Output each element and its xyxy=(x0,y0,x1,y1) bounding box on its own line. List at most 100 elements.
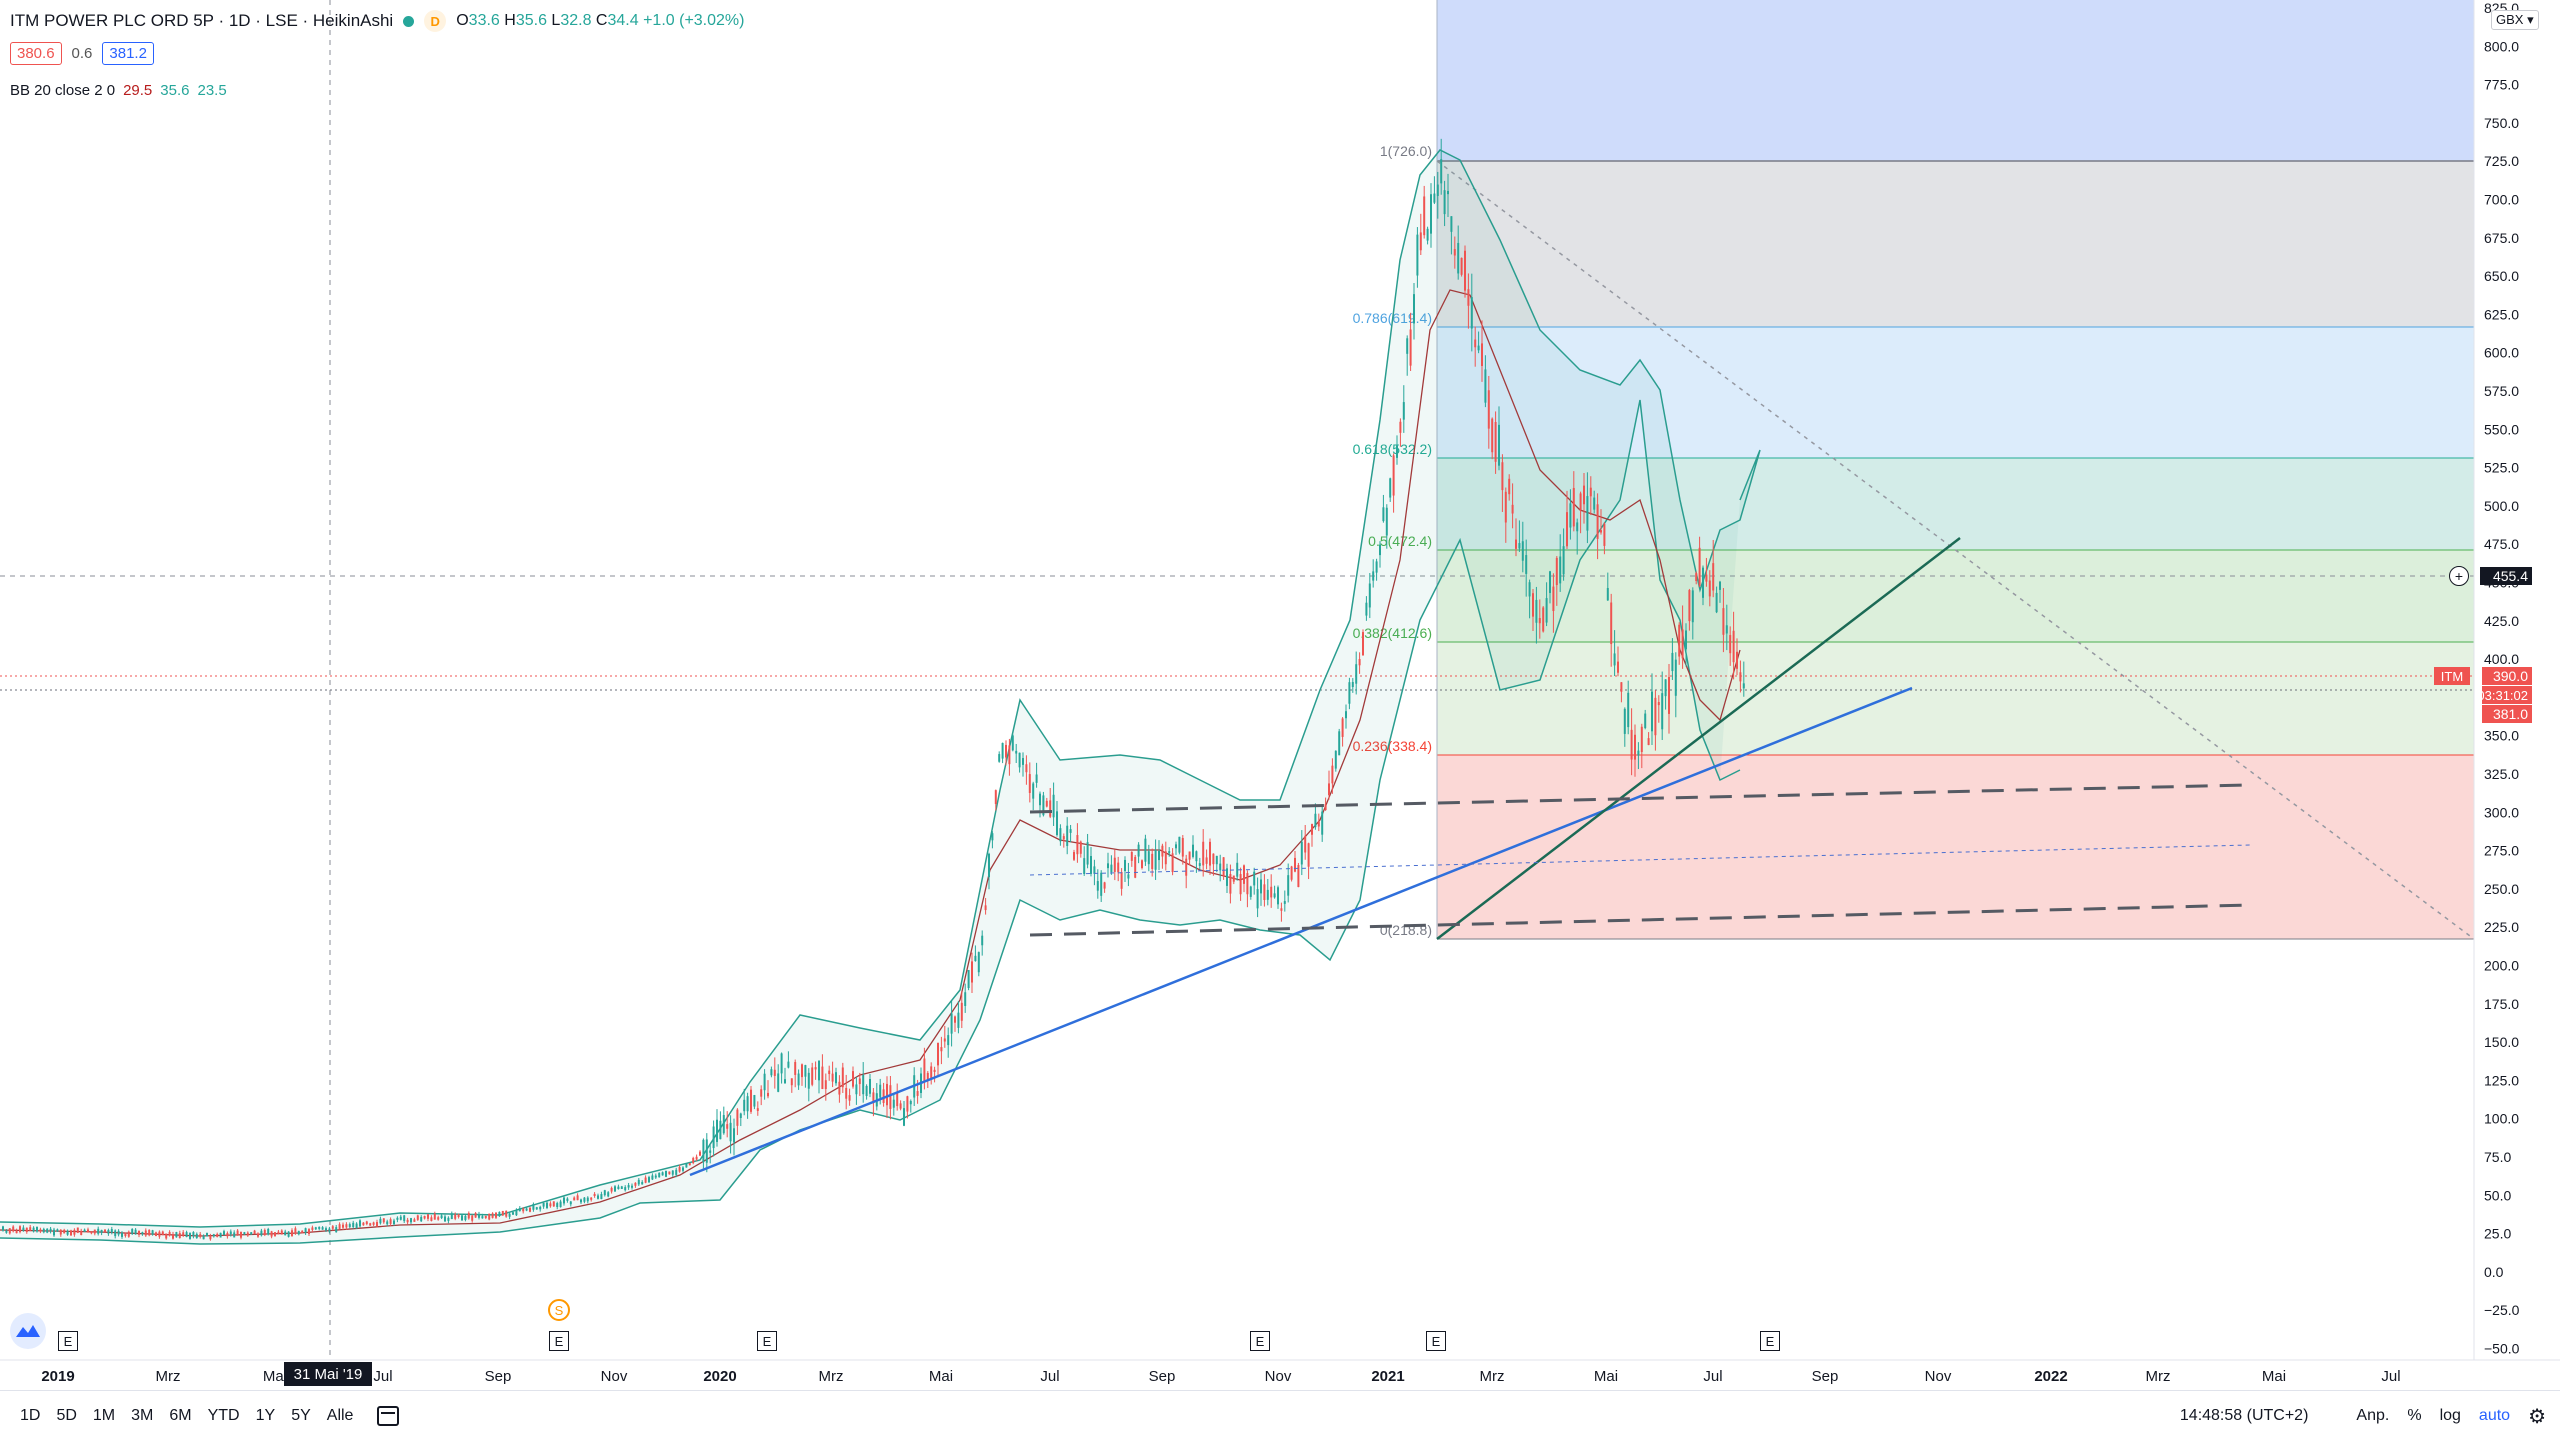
earnings-event-icon[interactable]: E xyxy=(1760,1331,1780,1351)
price-axis-label: 650.0 xyxy=(2484,268,2519,284)
time-axis-label: Nov xyxy=(1925,1368,1952,1385)
time-axis[interactable]: 2019 Mrz Mai Jul Sep Nov 2020 Mrz Mai Jul Sep Nov 20… xyxy=(41,1368,2400,1385)
bottom-right-controls: 14:48:58 (UTC+2) Anp. % log auto ⚙ xyxy=(2180,1391,2560,1440)
price-axis-label: 100.0 xyxy=(2484,1111,2519,1127)
range-all[interactable]: Alle xyxy=(326,1406,354,1424)
range-5y[interactable]: 5Y xyxy=(291,1406,311,1424)
price-axis-label: 200.0 xyxy=(2484,958,2519,974)
range-3m[interactable]: 3M xyxy=(131,1406,154,1424)
bb-lower-line xyxy=(0,399,1741,1245)
time-axis-label: 2019 xyxy=(41,1368,74,1385)
delayed-data-badge[interactable]: D xyxy=(424,10,447,32)
time-axis-label: Jul xyxy=(1040,1368,1059,1385)
fib-trend-line[interactable] xyxy=(1436,160,2475,940)
fib-zone-1-786 xyxy=(1437,161,2474,327)
earnings-event-icon[interactable]: E xyxy=(58,1331,78,1351)
bb-lower-value: 23.5 xyxy=(197,82,227,99)
bb-indicator-name[interactable]: BB 20 close 2 0 xyxy=(10,82,116,99)
time-axis-label: 2022 xyxy=(2034,1368,2067,1385)
time-axis-label: 2021 xyxy=(1371,1368,1404,1385)
settings-gear-icon[interactable]: ⚙ xyxy=(2528,1405,2546,1428)
price-axis-label: 25.0 xyxy=(2484,1226,2511,1242)
range-1d[interactable]: 1D xyxy=(20,1406,41,1424)
fib-zone-382-236 xyxy=(1437,642,2474,755)
range-ytd[interactable]: YTD xyxy=(207,1406,240,1424)
currency-selector[interactable]: GBX ▾ xyxy=(2491,10,2539,30)
price-axis-label: 325.0 xyxy=(2484,766,2519,782)
auto-scale-toggle[interactable]: auto xyxy=(2478,1407,2511,1424)
last-price-tag: 390.0 xyxy=(2482,667,2532,685)
time-axis-label: Jul xyxy=(373,1368,392,1385)
fib-label: 0.5(472.4) xyxy=(1368,533,1432,549)
price-axis-label: −25.0 xyxy=(2484,1302,2520,1318)
price-axis-label: 300.0 xyxy=(2484,804,2519,820)
crosshair-date-label: 31 Mai '19 xyxy=(284,1362,372,1386)
time-axis-label: 2020 xyxy=(703,1368,736,1385)
time-axis-label: Sep xyxy=(1149,1368,1176,1385)
heikin-ashi-candles xyxy=(2,138,1745,1241)
time-axis-label: Mrz xyxy=(2146,1368,2171,1385)
bb-upper-value: 35.6 xyxy=(160,82,190,99)
clock-timezone[interactable]: 14:48:58 (UTC+2) xyxy=(2179,1407,2309,1424)
time-axis-label: Mai xyxy=(263,1368,287,1385)
bid-price-tag: 381.0 xyxy=(2482,705,2532,723)
add-alert-plus-icon[interactable]: + xyxy=(2449,566,2469,586)
fib-zone-top xyxy=(1437,0,2474,161)
earnings-event-icon[interactable]: E xyxy=(549,1331,569,1351)
dividend-event-icon[interactable]: S xyxy=(548,1299,570,1321)
range-1y[interactable]: 1Y xyxy=(255,1406,276,1424)
price-axis-label: 250.0 xyxy=(2484,881,2519,897)
symbol-title[interactable]: ITM POWER PLC ORD 5P · 1D · LSE · Heikin… xyxy=(10,11,394,30)
symbol-legend[interactable]: ITM POWER PLC ORD 5P · 1D · LSE · Heikin… xyxy=(10,10,744,32)
channel-middle[interactable] xyxy=(1029,844,2251,876)
trendline-green[interactable] xyxy=(1436,537,1961,940)
time-axis-label: Jul xyxy=(1703,1368,1722,1385)
sell-button[interactable]: 380.6 xyxy=(10,42,62,65)
range-5d[interactable]: 5D xyxy=(56,1406,77,1424)
goto-date-calendar-icon[interactable] xyxy=(377,1405,400,1426)
price-axis[interactable]: 825.0800.0775.0750.0725.0700.0675.0650.0… xyxy=(2484,0,2520,1357)
price-axis-label: −50.0 xyxy=(2484,1341,2520,1357)
bottom-toolbar: 1D 5D 1M 3M 6M YTD 1Y 5Y Alle 14:48:58 (… xyxy=(0,1390,2560,1440)
price-axis-label: 150.0 xyxy=(2484,1034,2519,1050)
price-axis-label: 0.0 xyxy=(2484,1264,2504,1280)
price-axis-label: 600.0 xyxy=(2484,345,2519,361)
adjust-data-toggle[interactable]: Anp. xyxy=(2356,1407,2390,1424)
fib-label: 1(726.0) xyxy=(1380,143,1432,159)
fib-retracement[interactable]: 1(726.0) 0.786(619.4) 0.618(532.2) 0.5(4… xyxy=(1353,0,2475,940)
spread-value: 0.6 xyxy=(71,45,93,62)
ohlc-values: O33.6 H35.6 L32.8 C34.4 +1.0 (+3.02%) xyxy=(456,12,745,29)
price-axis-label: 75.0 xyxy=(2484,1149,2511,1165)
date-range-selector: 1D 5D 1M 3M 6M YTD 1Y 5Y Alle xyxy=(12,1403,361,1429)
symbol-price-tag: ITM xyxy=(2434,667,2470,685)
percent-scale-toggle[interactable]: % xyxy=(2407,1407,2422,1424)
earnings-event-icon[interactable]: E xyxy=(757,1331,777,1351)
fib-label: 0.618(532.2) xyxy=(1353,441,1432,457)
price-axis-label: 550.0 xyxy=(2484,421,2519,437)
earnings-event-icon[interactable]: E xyxy=(1250,1331,1270,1351)
price-axis-label: 525.0 xyxy=(2484,460,2519,476)
fib-label: 0.382(412.6) xyxy=(1353,625,1432,641)
price-axis-label: 750.0 xyxy=(2484,115,2519,131)
bb-indicator-legend[interactable]: BB 20 close 2 0 29.5 35.6 23.5 xyxy=(10,82,227,99)
bb-basis-line xyxy=(0,289,1741,1237)
range-6m[interactable]: 6M xyxy=(169,1406,192,1424)
price-axis-label: 500.0 xyxy=(2484,498,2519,514)
quote-row: 380.6 0.6 381.2 xyxy=(10,42,154,65)
time-axis-label: Mai xyxy=(929,1368,953,1385)
price-axis-label: 700.0 xyxy=(2484,192,2519,208)
range-1m[interactable]: 1M xyxy=(92,1406,116,1424)
trendline-blue[interactable] xyxy=(689,686,1913,1177)
earnings-event-icon[interactable]: E xyxy=(1426,1331,1446,1351)
fib-zone-236-0 xyxy=(1437,755,2474,939)
fib-zone-5-382 xyxy=(1437,550,2474,642)
bb-basis-value: 29.5 xyxy=(123,82,153,99)
buy-button[interactable]: 381.2 xyxy=(102,42,154,65)
log-scale-toggle[interactable]: log xyxy=(2439,1407,2461,1424)
price-axis-label: 475.0 xyxy=(2484,536,2519,552)
price-axis-label: 425.0 xyxy=(2484,613,2519,629)
price-axis-label: 400.0 xyxy=(2484,651,2519,667)
tradingview-logo-icon[interactable] xyxy=(10,1313,46,1349)
